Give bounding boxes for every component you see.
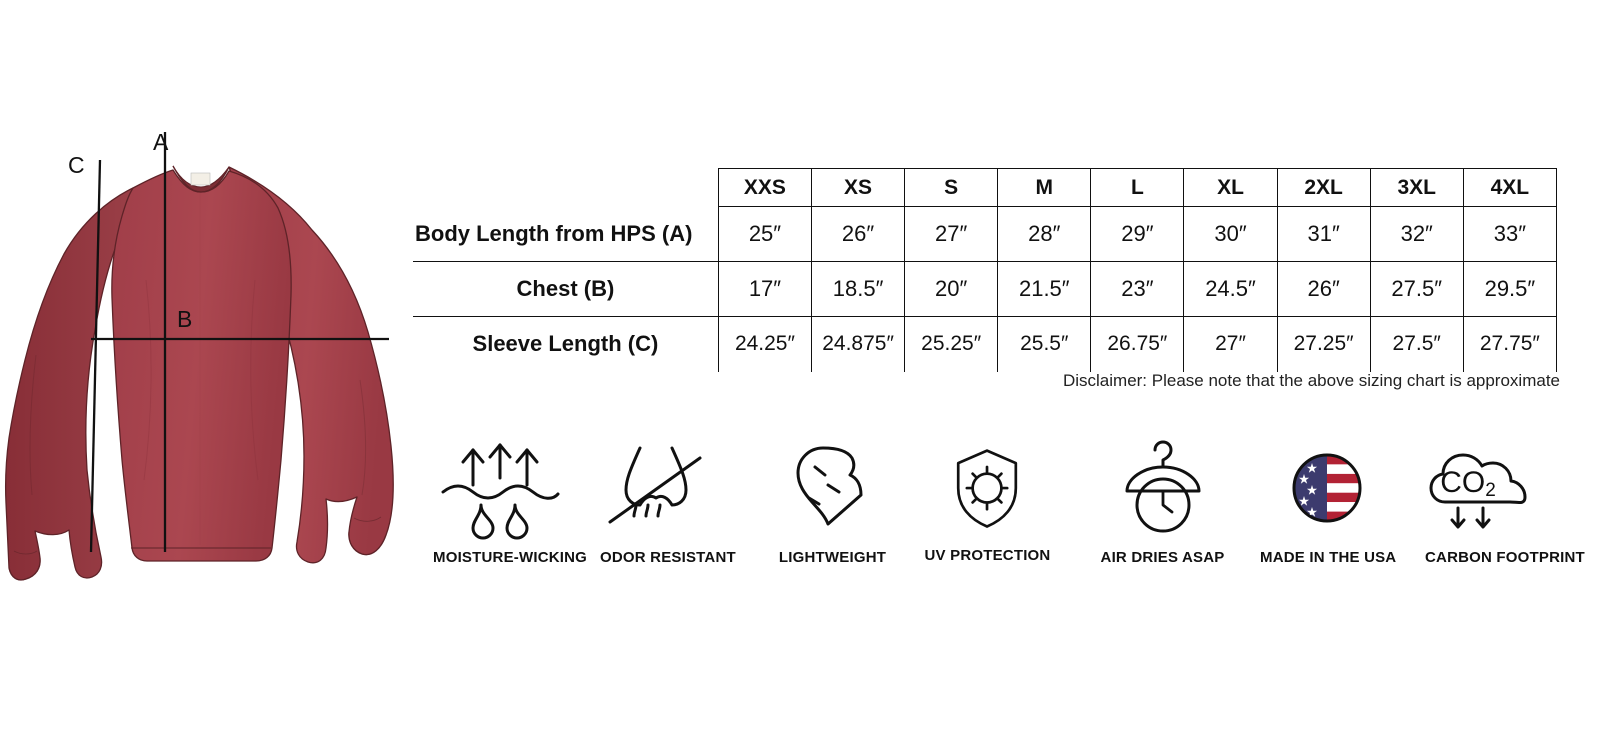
svg-text:B: B bbox=[177, 306, 192, 332]
svg-text:C: C bbox=[68, 152, 85, 178]
svg-text:CO2: CO2 bbox=[1440, 466, 1496, 501]
svg-text:A: A bbox=[153, 130, 169, 155]
